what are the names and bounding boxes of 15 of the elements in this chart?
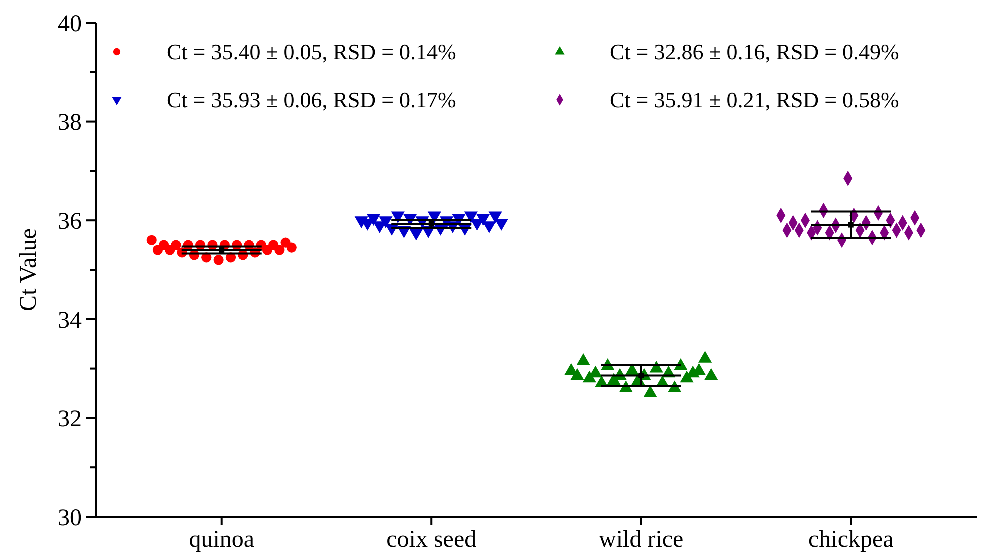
x-tick-label: coix seed	[386, 527, 477, 553]
legend-label: Ct = 35.93 ± 0.06, RSD = 0.17%	[167, 88, 456, 113]
y-tick-label: 34	[58, 308, 82, 334]
y-tick-label: 36	[58, 209, 82, 235]
legend-label: Ct = 32.86 ± 0.16, RSD = 0.49%	[610, 40, 900, 65]
y-tick-label: 32	[58, 406, 82, 433]
y-tick-label: 40	[58, 11, 82, 38]
y-tick-label: 38	[58, 110, 82, 136]
x-tick-label: quinoa	[189, 527, 255, 553]
legend-label: Ct = 35.40 ± 0.05, RSD = 0.14%	[167, 40, 456, 65]
x-tick-label: chickpea	[808, 527, 894, 553]
x-tick-label: wild rice	[599, 527, 684, 553]
legend-label: Ct = 35.91 ± 0.21, RSD = 0.58%	[610, 88, 900, 113]
y-tick-label: 30	[58, 505, 82, 532]
y-axis-title: Ct Value	[16, 228, 42, 312]
